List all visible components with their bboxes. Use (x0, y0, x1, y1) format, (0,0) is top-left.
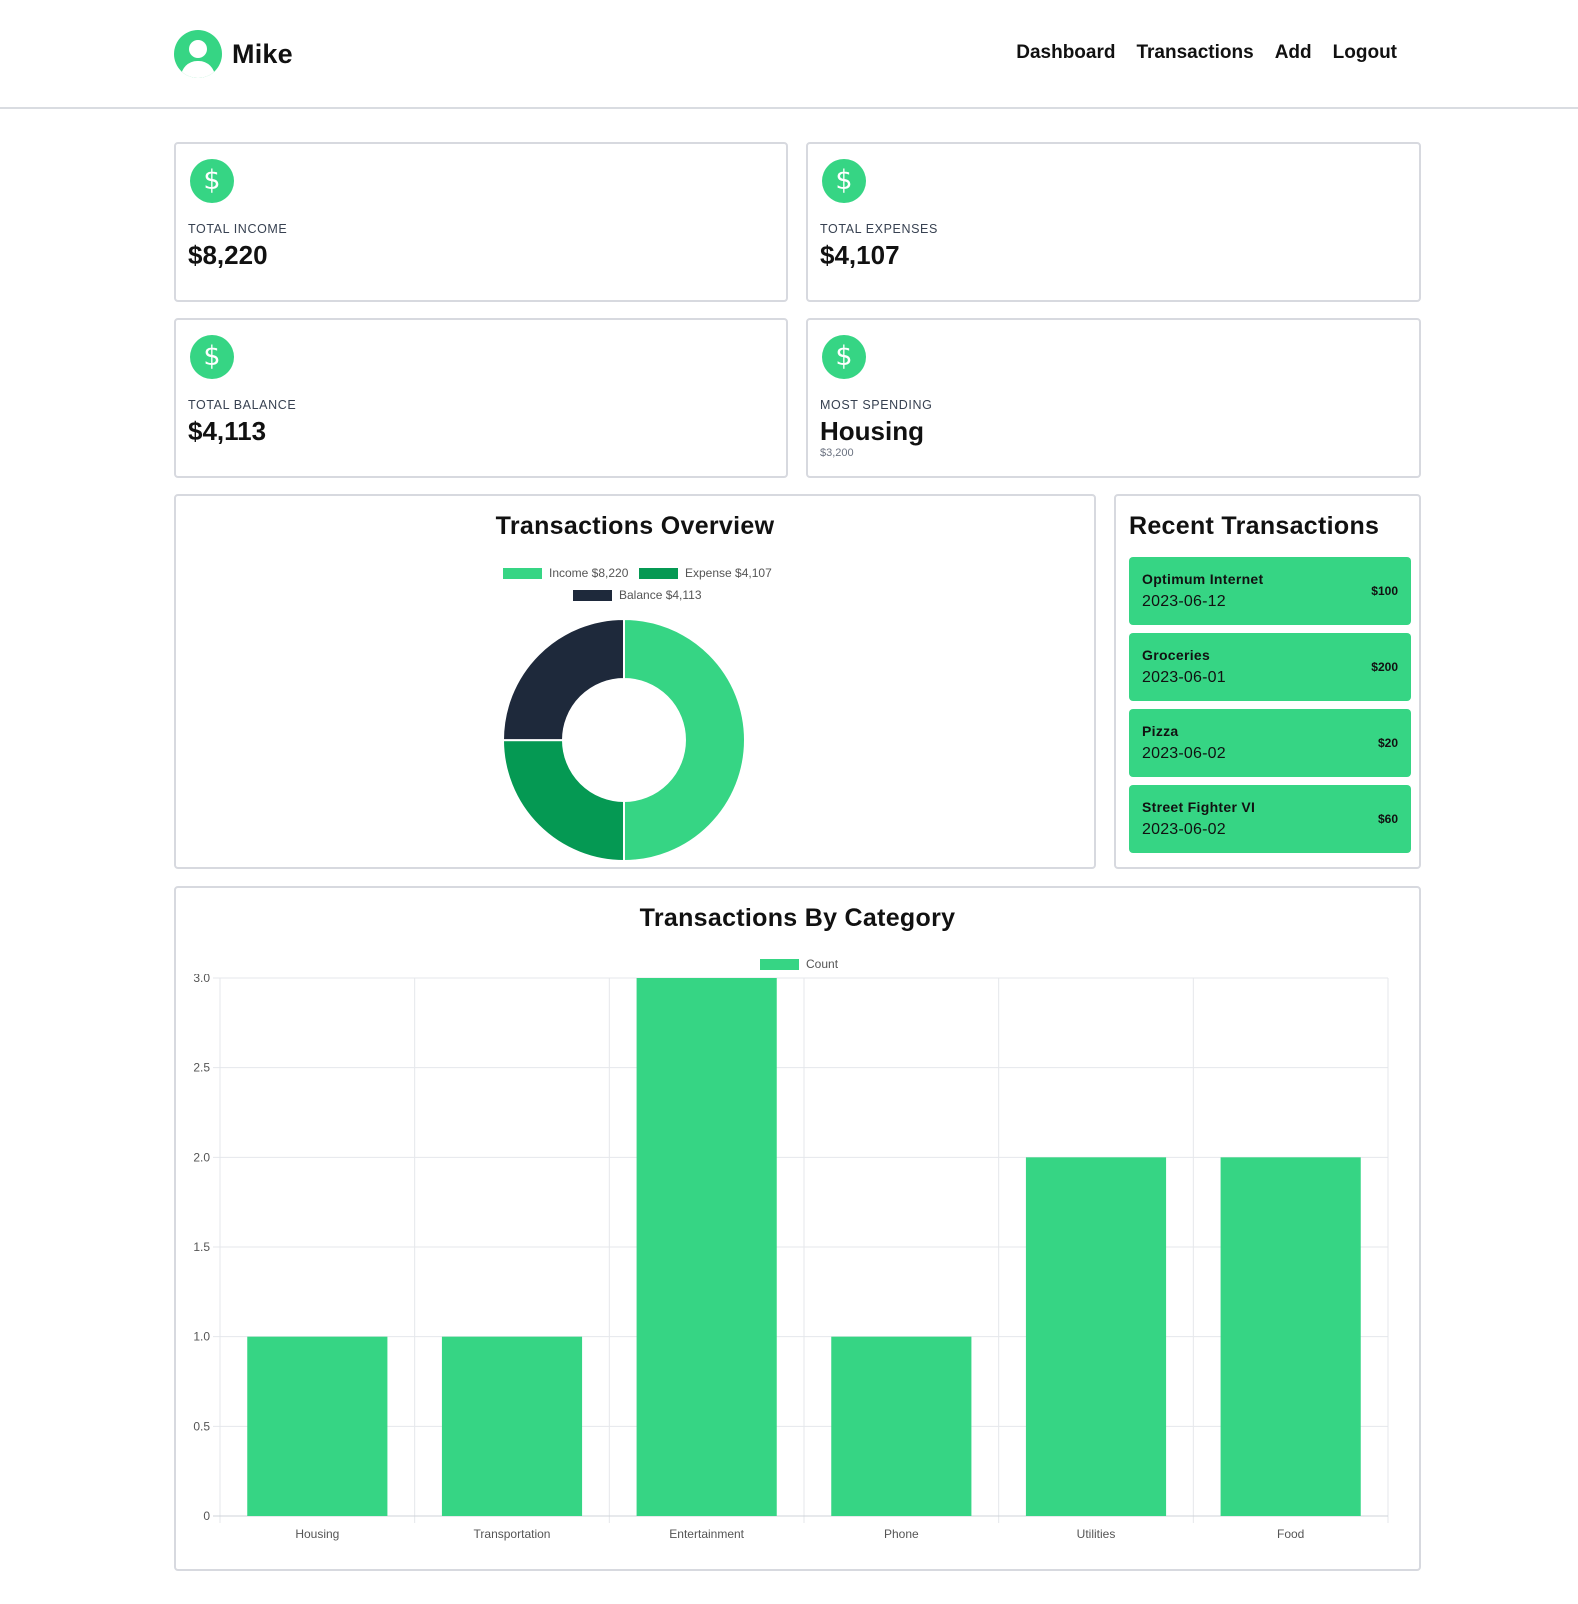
x-tick-label: Entertainment (669, 1527, 744, 1541)
transaction-name: Optimum Internet (1142, 571, 1264, 587)
x-tick-label: Phone (884, 1527, 919, 1541)
stat-value: $4,107 (820, 240, 900, 270)
y-tick-label: 2.5 (193, 1061, 210, 1075)
y-tick-label: 1.5 (193, 1240, 210, 1254)
transaction-name: Pizza (1142, 723, 1179, 739)
legend-swatch (639, 567, 678, 579)
legend-income[interactable]: Income $8,220 (503, 566, 628, 580)
total-balance-card: $ TOTAL BALANCE $4,113 (174, 318, 788, 478)
legend-balance[interactable]: Balance $4,113 (573, 588, 702, 602)
most-spending-card: $ MOST SPENDING Housing $3,200 (806, 318, 1421, 478)
bar-transportation[interactable] (441, 1336, 583, 1516)
bar-chart: 0 0.5 1.0 1.5 2.0 2.5 3.0 Housing Transportation… (193, 974, 1389, 1541)
stat-label: MOST SPENDING (820, 398, 933, 412)
x-tick-label: Utilities (1077, 1527, 1116, 1541)
transaction-name: Street Fighter VI (1142, 799, 1256, 815)
total-expenses-card: $ TOTAL EXPENSES $4,107 (806, 142, 1421, 302)
transaction-date: 2023-06-02 (1142, 821, 1226, 838)
transactions-overview-panel: Transactions Overview Income $8,220 Expe… (174, 494, 1096, 869)
transaction-item[interactable]: Pizza 2023-06-02 $20 (1129, 709, 1411, 777)
transaction-date: 2023-06-01 (1142, 669, 1226, 686)
stat-label: TOTAL INCOME (188, 222, 288, 236)
transaction-date: 2023-06-12 (1142, 593, 1226, 610)
transaction-item[interactable]: Street Fighter VI 2023-06-02 $60 (1129, 785, 1411, 853)
bar-food[interactable] (1220, 1157, 1361, 1516)
transaction-item[interactable]: Groceries 2023-06-01 $200 (1129, 633, 1411, 701)
user-name: Mike (232, 38, 293, 69)
legend-count[interactable]: Count (760, 957, 838, 971)
stat-value: Housing (820, 416, 924, 446)
dollar-icon: $ (822, 159, 866, 203)
legend-swatch (760, 958, 799, 970)
stat-value: $8,220 (188, 240, 268, 270)
doughnut-chart (501, 617, 746, 863)
legend-swatch (573, 589, 612, 601)
brand: Mike (174, 30, 293, 78)
overview-title: Transactions Overview (495, 512, 775, 540)
recent-transactions-panel: Recent Transactions Optimum Internet 202… (1114, 494, 1421, 869)
slice-expense[interactable] (501, 739, 625, 863)
slice-balance[interactable] (502, 617, 625, 742)
user-avatar-icon (174, 30, 222, 78)
legend-swatch (503, 567, 542, 579)
legend-label: Expense $4,107 (685, 566, 772, 580)
legend-label: Count (806, 957, 839, 971)
transactions-by-category-panel: Transactions By Category Count 0 0.5 1.0 1.… (174, 886, 1421, 1571)
legend-label: Balance $4,113 (619, 588, 702, 602)
nav-dashboard[interactable]: Dashboard (1016, 42, 1116, 63)
transaction-item[interactable]: Optimum Internet 2023-06-12 $100 (1129, 557, 1411, 625)
y-tick-label: 3.0 (193, 974, 210, 985)
legend-label: Income $8,220 (549, 566, 629, 580)
nav-transactions[interactable]: Transactions (1136, 42, 1254, 63)
y-tick-label: 0 (203, 1509, 210, 1523)
category-title: Transactions By Category (639, 904, 956, 932)
x-tick-label: Food (1277, 1527, 1304, 1541)
stat-value: $4,113 (188, 416, 267, 446)
dollar-icon: $ (190, 335, 234, 379)
y-tick-label: 1.0 (193, 1330, 210, 1344)
bar-entertainment[interactable] (636, 978, 777, 1516)
slice-income[interactable] (623, 617, 746, 863)
bar-utilities[interactable] (1025, 1157, 1167, 1516)
main-nav: Dashboard Transactions Add Logout (1016, 42, 1397, 64)
bar-phone[interactable] (831, 1336, 972, 1516)
transaction-date: 2023-06-02 (1142, 745, 1226, 762)
transaction-name: Groceries (1142, 647, 1211, 663)
transaction-amount: $60 (1377, 812, 1398, 826)
total-income-card: $ TOTAL INCOME $8,220 (174, 142, 788, 302)
bar-housing[interactable] (247, 1336, 388, 1516)
transaction-amount: $20 (1377, 736, 1398, 750)
recent-title: Recent Transactions (1129, 512, 1380, 540)
dollar-icon: $ (822, 335, 866, 379)
nav-add[interactable]: Add (1274, 42, 1312, 63)
stat-label: TOTAL EXPENSES (820, 222, 938, 236)
nav-logout[interactable]: Logout (1332, 42, 1397, 63)
x-tick-label: Transportation (474, 1527, 551, 1541)
legend-expense[interactable]: Expense $4,107 (639, 566, 772, 580)
dollar-icon: $ (190, 159, 234, 203)
x-tick-label: Housing (295, 1527, 339, 1541)
stat-label: TOTAL BALANCE (188, 398, 297, 412)
transaction-amount: $100 (1371, 584, 1398, 598)
top-navbar: Mike Dashboard Transactions Add Logout (0, 0, 1578, 109)
y-tick-label: 0.5 (193, 1419, 210, 1433)
y-tick-label: 2.0 (193, 1150, 210, 1164)
stat-subvalue: $3,200 (820, 447, 854, 459)
transaction-amount: $200 (1371, 660, 1398, 674)
